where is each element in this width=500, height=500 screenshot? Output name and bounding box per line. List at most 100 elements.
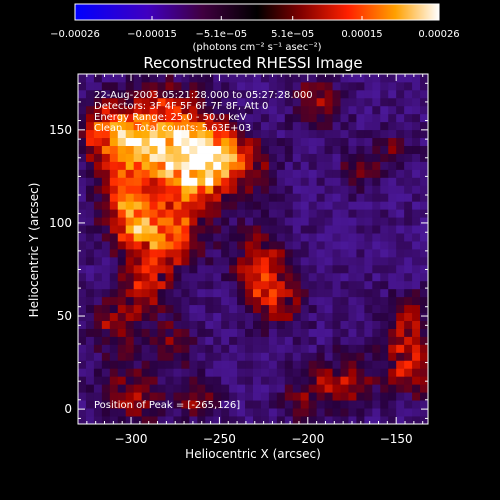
heatmap-cell	[197, 272, 206, 282]
heatmap-cell	[284, 249, 294, 258]
heatmap-cell	[380, 384, 389, 393]
heatmap-cell	[388, 344, 397, 353]
heatmap-cell	[332, 74, 341, 83]
heatmap-cell	[173, 97, 182, 107]
heatmap-cell	[117, 74, 127, 83]
heatmap-cell	[420, 336, 428, 345]
heatmap-cell	[364, 256, 373, 266]
heatmap-cell	[292, 272, 302, 282]
heatmap-cell	[276, 74, 286, 83]
heatmap-cell	[125, 376, 135, 385]
heatmap-cell	[117, 392, 127, 401]
heatmap-cell	[189, 249, 198, 258]
heatmap-cell	[85, 264, 95, 274]
heatmap-cell	[157, 89, 166, 99]
heatmap-cell	[149, 392, 158, 401]
heatmap-cell	[404, 97, 413, 107]
heatmap-cell	[412, 89, 421, 99]
heatmap-cell	[340, 360, 349, 369]
heatmap-cell	[229, 121, 238, 131]
heatmap-cell	[268, 384, 278, 393]
heatmap-cell	[253, 320, 262, 329]
heatmap-cell	[189, 376, 198, 385]
heatmap-cell	[85, 408, 95, 417]
heatmap-cell	[292, 328, 302, 337]
heatmap-cell	[133, 368, 143, 377]
heatmap-cell	[340, 352, 349, 361]
heatmap-cell	[173, 233, 182, 242]
heatmap-cell	[348, 360, 357, 369]
heatmap-cell	[308, 129, 318, 139]
heatmap-cell	[165, 121, 174, 131]
heatmap-cell	[404, 376, 413, 385]
heatmap-cell	[268, 288, 278, 298]
heatmap-cell	[125, 209, 135, 218]
heatmap-cell	[229, 328, 238, 337]
heatmap-cell	[229, 272, 238, 282]
heatmap-cell	[149, 121, 158, 131]
heatmap-cell	[380, 416, 389, 424]
heatmap-cell	[284, 97, 294, 107]
heatmap-cell	[245, 161, 254, 170]
heatmap-cell	[229, 392, 238, 401]
heatmap-cell	[149, 376, 158, 385]
heatmap-cell	[404, 129, 413, 139]
heatmap-cell	[85, 81, 95, 91]
heatmap-cell	[316, 272, 325, 282]
heatmap-cell	[404, 336, 413, 345]
heatmap-cell	[372, 81, 381, 91]
heatmap-cell	[85, 74, 95, 83]
heatmap-cell	[356, 193, 365, 202]
heatmap-cell	[324, 153, 333, 162]
heatmap-cell	[221, 344, 230, 353]
heatmap-cell	[396, 328, 405, 337]
heatmap-cell	[141, 249, 150, 258]
heatmap-cell	[149, 352, 158, 361]
heatmap-cell	[85, 201, 95, 210]
heatmap-cell	[420, 121, 428, 131]
heatmap-cell	[229, 185, 238, 194]
heatmap-cell	[404, 368, 413, 377]
heatmap-cell	[284, 233, 294, 242]
heatmap-cell	[109, 113, 119, 123]
heatmap-cell	[276, 217, 286, 226]
heatmap-cell	[93, 312, 103, 321]
heatmap-cell	[300, 193, 310, 202]
heatmap-cell	[364, 264, 373, 274]
heatmap-cell	[133, 336, 143, 345]
heatmap-cell	[372, 368, 381, 377]
heatmap-cell	[356, 177, 365, 186]
heatmap-cell	[149, 161, 158, 170]
heatmap-cell	[93, 352, 103, 361]
heatmap-cell	[253, 81, 262, 91]
heatmap-cell	[197, 249, 206, 258]
heatmap-cell	[93, 177, 103, 186]
heatmap-cell	[221, 304, 230, 314]
heatmap-cell	[189, 145, 198, 154]
heatmap-cell	[276, 129, 286, 139]
heatmap-cell	[268, 256, 278, 266]
heatmap-cell	[284, 153, 294, 162]
heatmap-cell	[109, 320, 119, 329]
heatmap-cell	[221, 280, 230, 290]
heatmap-cell	[197, 312, 206, 321]
heatmap-cell	[420, 264, 428, 274]
heatmap-cell	[412, 81, 421, 91]
heatmap-cell	[173, 201, 182, 210]
heatmap-cell	[276, 416, 286, 424]
heatmap-cell	[348, 177, 357, 186]
heatmap-cell	[109, 105, 119, 115]
heatmap-cell	[372, 113, 381, 123]
heatmap-cell	[213, 416, 222, 424]
heatmap-cell	[101, 249, 111, 258]
heatmap-cell	[205, 74, 214, 83]
heatmap-cell	[157, 105, 166, 115]
heatmap-cell	[165, 320, 174, 329]
heatmap-cell	[404, 352, 413, 361]
heatmap-cell	[420, 129, 428, 139]
heatmap-cell	[213, 408, 222, 417]
heatmap-cell	[260, 81, 270, 91]
heatmap-cell	[268, 328, 278, 337]
heatmap-cell	[324, 241, 333, 250]
heatmap-cell	[356, 241, 365, 250]
